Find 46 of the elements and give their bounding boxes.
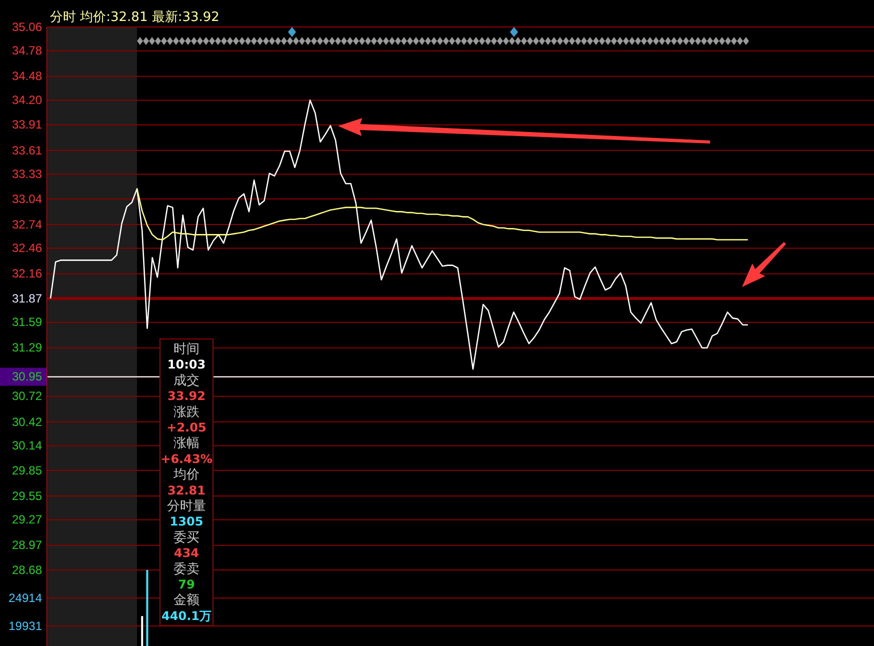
annotation: 涨幅 xyxy=(174,436,200,452)
y-tick-label: 29.85 xyxy=(12,463,42,478)
y-tick-label: 28.97 xyxy=(12,538,42,552)
annotation: 金额 xyxy=(174,593,200,608)
y-tick-label: 35.06 xyxy=(12,20,42,34)
annotation: +2.05 xyxy=(166,420,206,434)
y-tick-label: 30.72 xyxy=(12,389,42,404)
annotation: 分时量 xyxy=(167,499,206,514)
y-tick-label: 28.68 xyxy=(12,562,42,577)
annotation: 委卖 xyxy=(174,562,200,577)
line-series xyxy=(50,100,748,370)
y-tick-label: 33.91 xyxy=(12,118,42,132)
y-tick-label: 32.74 xyxy=(12,217,42,232)
annotation: 均价 xyxy=(172,468,200,483)
line-series xyxy=(136,188,748,240)
annotation: +6.43% xyxy=(160,452,212,466)
y-tick-label: 24914 xyxy=(8,590,42,605)
y-tick-label: 33.33 xyxy=(12,167,42,182)
annotation: 成交 xyxy=(174,372,200,388)
annotation: 时间 xyxy=(174,342,200,357)
y-tick-label: 34.20 xyxy=(12,93,42,108)
annotation: 涨跌 xyxy=(174,404,200,420)
y-tick-label: 33.04 xyxy=(12,192,42,206)
annotation: 32.81 xyxy=(168,483,206,498)
y-tick-label: 30.42 xyxy=(12,414,42,429)
y-tick-label: 30.95 xyxy=(12,370,42,384)
y-tick-label: 31.29 xyxy=(12,340,42,355)
y-tick-label: 34.48 xyxy=(12,69,42,84)
annotation: 委买 xyxy=(174,530,200,546)
y-tick-label: 29.27 xyxy=(12,512,42,527)
y-tick-label: 31.87 xyxy=(12,291,42,306)
y-tick-label: 33.61 xyxy=(12,143,42,158)
y-tick-label: 30.14 xyxy=(12,438,42,453)
annotation: 10:03 xyxy=(167,358,206,372)
annotation: 33.92 xyxy=(168,389,206,404)
annotation: 79 xyxy=(178,578,195,592)
y-tick-label: 31.59 xyxy=(12,315,42,330)
y-tick-label: 34.78 xyxy=(12,44,42,58)
annotation: 440.1万 xyxy=(162,608,212,623)
annotation: 1305 xyxy=(170,514,204,529)
y-tick-label: 32.46 xyxy=(12,241,42,256)
y-tick-label: 32.16 xyxy=(12,266,42,281)
chart-title: 分时 均价:32.81 最新:33.92 xyxy=(50,10,220,25)
annotation: 434 xyxy=(174,546,200,560)
y-tick-label: 19931 xyxy=(8,618,42,633)
y-tick-label: 29.55 xyxy=(12,488,42,503)
